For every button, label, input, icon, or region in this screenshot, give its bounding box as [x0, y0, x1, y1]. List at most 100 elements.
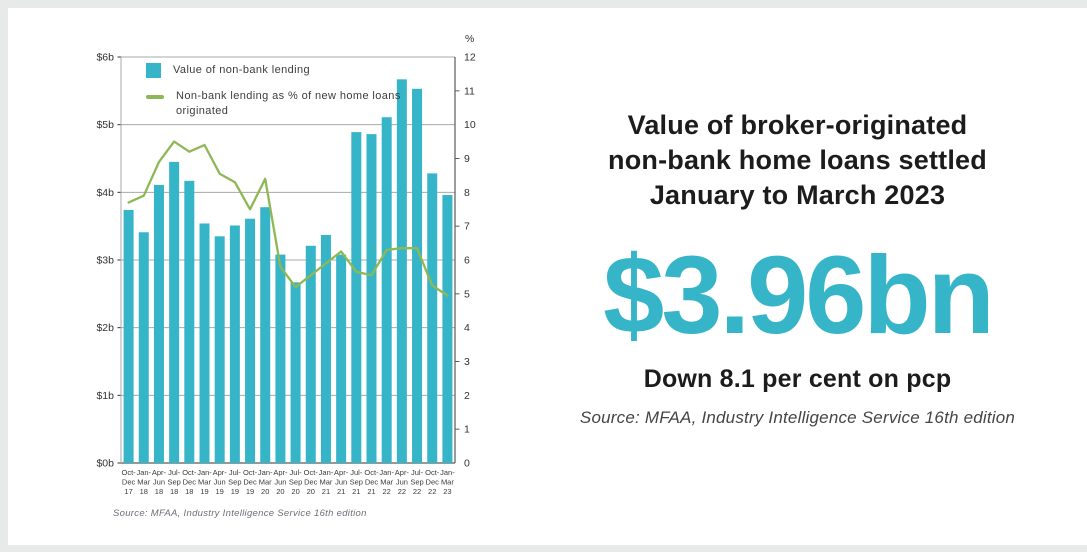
bar-9	[260, 207, 271, 463]
x-axis-label: Jan-	[319, 468, 334, 477]
right-axis-label: 2	[464, 390, 470, 402]
x-axis-label: 17	[124, 487, 132, 496]
x-axis-label: 21	[367, 487, 375, 496]
line-series-swatch	[146, 95, 164, 99]
x-axis-label: Oct-	[243, 468, 258, 477]
bar-14	[336, 254, 347, 463]
x-axis-label: Oct-	[425, 468, 440, 477]
bar-series-swatch	[146, 63, 161, 78]
stat-heading-line1: Value of broker-originated	[627, 110, 968, 140]
stat-change-note: Down 8.1 per cent on pcp	[643, 365, 952, 393]
legend-item-bars: Value of non-bank lending	[146, 63, 426, 78]
bar-16	[366, 134, 377, 463]
stat-panel: Value of broker-originated non-bank home…	[508, 8, 1087, 545]
x-axis-label: Jan-	[440, 468, 455, 477]
x-axis-label: Sep	[289, 478, 302, 487]
infographic-card: $0b $1b $2b $3b $4b $5b $6b 0 1 2 3 4 5 6 7 8 9 10 11 12% Oc…	[8, 8, 1087, 545]
x-axis-label: Jul-	[411, 468, 424, 477]
x-axis-label: Dec	[122, 478, 136, 487]
x-axis-label: Mar	[198, 478, 211, 487]
x-axis-label: 19	[200, 487, 208, 496]
x-axis-label: 20	[291, 487, 299, 496]
chart-legend: Value of non-bank lending Non-bank lendi…	[146, 63, 426, 119]
x-axis-label: 21	[352, 487, 360, 496]
x-axis-label: Jun	[335, 478, 347, 487]
x-axis-label: Oct-	[304, 468, 319, 477]
bar-8	[245, 218, 256, 463]
right-axis-label: 3	[464, 356, 470, 368]
x-axis-label: Jun	[214, 478, 226, 487]
stat-heading: Value of broker-originated non-bank home…	[508, 108, 1087, 213]
x-axis-label: 22	[428, 487, 436, 496]
left-axis-label: $3b	[96, 255, 114, 267]
x-axis-label: Jul-	[229, 468, 242, 477]
bar-15	[351, 132, 362, 464]
x-axis-label: Jun	[274, 478, 286, 487]
x-axis-label: 22	[413, 487, 421, 496]
x-axis-label: 21	[337, 487, 345, 496]
x-axis-label: Mar	[137, 478, 150, 487]
x-axis-label: Apr-	[213, 468, 228, 477]
bar-3	[169, 161, 180, 463]
x-axis-label: 18	[140, 487, 148, 496]
bar-13	[320, 234, 331, 463]
left-axis-label: $0b	[96, 458, 114, 470]
right-axis-label: 10	[464, 119, 476, 131]
right-axis-label: 12	[464, 52, 476, 64]
right-axis-label: 7	[464, 221, 470, 233]
x-axis-label: 22	[398, 487, 406, 496]
x-axis-label: 18	[155, 487, 163, 496]
x-axis-label: Jul-	[168, 468, 181, 477]
x-axis-label: Dec	[304, 478, 318, 487]
chart-source-note: Source: MFAA, Industry Intelligence Serv…	[113, 508, 367, 519]
x-axis-label: Jul-	[350, 468, 363, 477]
bar-19	[412, 88, 423, 463]
x-axis-label: Jan-	[379, 468, 394, 477]
stat-heading-line2: non-bank home loans settled	[608, 145, 987, 175]
x-axis-label: Jul-	[290, 468, 303, 477]
left-axis-label: $2b	[96, 322, 114, 334]
x-axis-label: Sep	[350, 478, 363, 487]
bar-18	[396, 79, 407, 463]
x-axis-label: Jan-	[197, 468, 212, 477]
stat-heading-line3: January to March 2023	[649, 180, 946, 210]
x-axis-label: 19	[246, 487, 254, 496]
x-axis-label: Sep	[228, 478, 241, 487]
bar-0	[123, 209, 134, 463]
pct-line	[127, 140, 449, 297]
x-axis-label: Apr-	[273, 468, 288, 477]
x-axis-label: 19	[231, 487, 239, 496]
right-axis-label: 11	[464, 85, 475, 97]
legend-label-bars: Value of non-bank lending	[173, 64, 311, 76]
x-axis-label: 22	[383, 487, 391, 496]
x-axis-label: Dec	[243, 478, 257, 487]
x-axis-label: Mar	[259, 478, 272, 487]
x-axis-label: Jan-	[136, 468, 151, 477]
x-axis-label: 18	[170, 487, 178, 496]
x-axis-label: Sep	[410, 478, 423, 487]
stat-big-value: $3.96bn	[603, 234, 995, 357]
lending-chart: $0b $1b $2b $3b $4b $5b $6b 0 1 2 3 4 5 6 7 8 9 10 11 12% Oc…	[8, 8, 513, 545]
x-axis-label: Mar	[319, 478, 332, 487]
bar-4	[184, 180, 195, 463]
x-axis-label: 20	[261, 487, 269, 496]
x-axis-label: Oct-	[182, 468, 197, 477]
right-axis-label: 0	[464, 458, 470, 470]
right-axis-label: 8	[464, 187, 470, 199]
x-axis-label: Dec	[426, 478, 440, 487]
x-axis-label: Jun	[396, 478, 408, 487]
x-axis-label: Mar	[380, 478, 393, 487]
left-axis-label: $6b	[96, 52, 114, 64]
right-axis-label: 1	[464, 424, 470, 436]
bar-12	[305, 245, 316, 463]
x-axis-label: Apr-	[152, 468, 167, 477]
bar-17	[381, 117, 392, 464]
bar-1	[138, 232, 149, 463]
x-axis-label: Jan-	[258, 468, 273, 477]
x-axis-label: Dec	[183, 478, 197, 487]
right-axis-label: 4	[464, 322, 470, 334]
bar-7	[229, 225, 240, 463]
bar-11	[290, 282, 301, 463]
left-axis-label: $1b	[96, 390, 114, 402]
x-axis-label: Jun	[153, 478, 165, 487]
